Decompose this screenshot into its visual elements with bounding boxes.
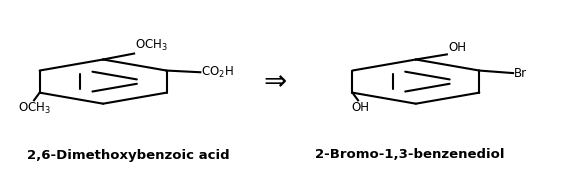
Text: 2,6-Dimethoxybenzoic acid: 2,6-Dimethoxybenzoic acid xyxy=(27,149,230,162)
Text: 2-Bromo-1,3-benzenediol: 2-Bromo-1,3-benzenediol xyxy=(315,149,505,162)
Text: Br: Br xyxy=(514,67,527,80)
Text: OCH$_3$: OCH$_3$ xyxy=(135,38,168,53)
Text: OCH$_3$: OCH$_3$ xyxy=(18,101,51,116)
Text: OH: OH xyxy=(448,41,466,54)
Text: OH: OH xyxy=(352,101,370,114)
Text: CO$_2$H: CO$_2$H xyxy=(202,65,234,80)
Text: ⇒: ⇒ xyxy=(264,68,287,96)
